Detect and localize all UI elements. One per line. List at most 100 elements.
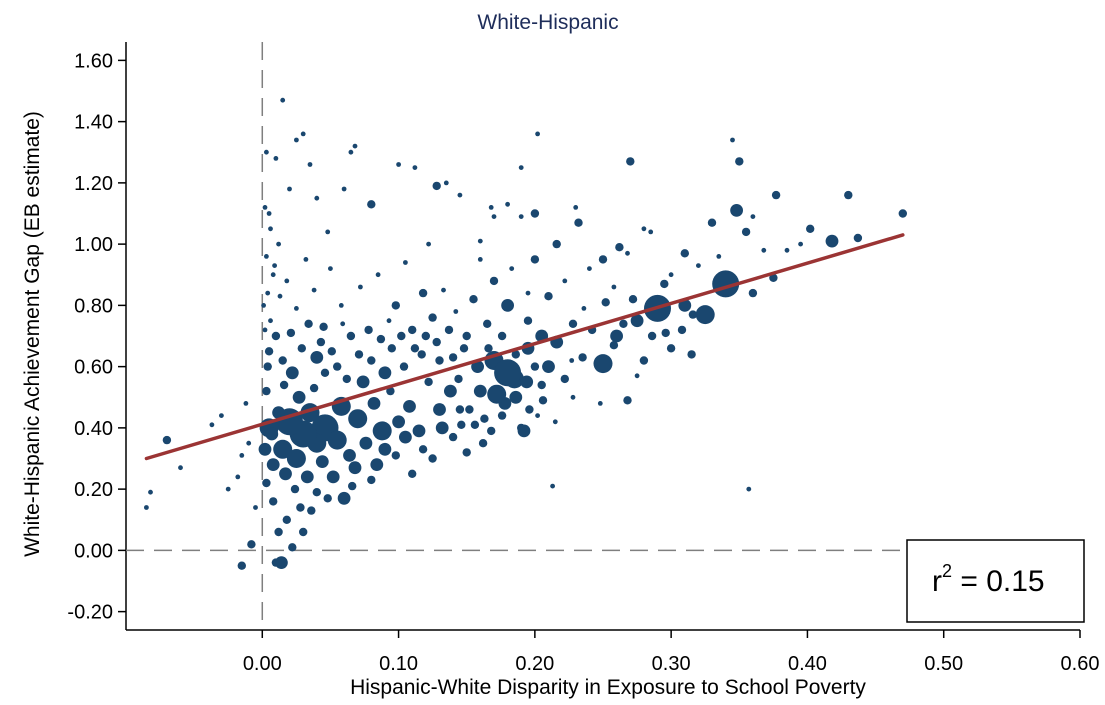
scatter-point [246, 440, 252, 446]
scatter-point [465, 405, 474, 414]
scatter-point [403, 260, 408, 265]
r-squared-label: r2 = 0.15 [932, 561, 1045, 598]
scatter-point [530, 362, 540, 371]
scatter-point [418, 288, 428, 298]
scatter-point [303, 257, 309, 262]
scatter-point [518, 165, 524, 171]
scatter-point [678, 299, 692, 312]
scatter-point [428, 313, 437, 322]
reference-lines [126, 42, 905, 630]
x-tick-label: 0.60 [1061, 653, 1100, 675]
scatter-point [542, 360, 555, 373]
scatter-point [457, 192, 463, 198]
scatter-point [263, 362, 272, 371]
r-squared-value: = 0.15 [952, 565, 1045, 598]
scatter-point [443, 180, 449, 186]
scatter-point [517, 424, 531, 438]
scatter-point [247, 540, 256, 549]
scatter-point [307, 506, 316, 515]
scatter-point [477, 238, 483, 244]
scatter-point [320, 368, 330, 377]
scatter-point [328, 266, 333, 271]
scatter-point [219, 413, 224, 418]
scatter-point [148, 489, 153, 495]
fit-line-group [144, 233, 905, 461]
r-squared-exponent: 2 [942, 561, 952, 581]
scatter-point [435, 421, 449, 435]
scatter-point [325, 229, 331, 235]
scatter-point [279, 467, 292, 481]
chart-title: White-Hispanic [477, 11, 618, 34]
scatter-point [552, 239, 561, 249]
x-tick-label: 0.00 [243, 653, 282, 675]
scatter-point [268, 226, 273, 232]
scatter-point [497, 331, 507, 341]
scatter-point [265, 290, 271, 296]
scatter-point [266, 458, 280, 471]
scatter-point [258, 442, 272, 456]
scatter-point [412, 165, 418, 171]
scatter-point [471, 360, 484, 373]
scatter-point [319, 322, 328, 331]
scatter-point [300, 470, 314, 484]
scatter-point [290, 484, 300, 494]
scatter-point [277, 293, 283, 299]
scatter-point [661, 328, 670, 338]
scatter-point [798, 241, 803, 247]
scatter-point [505, 201, 510, 207]
scatter-point [455, 405, 465, 414]
scatter-point [341, 186, 347, 192]
scatter-point [544, 292, 553, 301]
scatter-point [261, 303, 266, 308]
scatter-point [497, 411, 507, 420]
scatter-point [378, 442, 392, 456]
scatter-point [286, 449, 306, 468]
scatter-point [272, 263, 277, 268]
x-tick-label: 0.30 [652, 653, 691, 675]
scatter-point [386, 318, 392, 324]
scatter-point [581, 306, 587, 311]
scatter-point [262, 478, 271, 488]
scatter-point [538, 396, 548, 405]
scatter-point [144, 505, 149, 510]
scatter-point [735, 157, 744, 166]
scatter-point [309, 383, 319, 393]
scatter-point [340, 321, 346, 327]
scatter-point [391, 451, 400, 460]
scatter-point [478, 439, 488, 448]
scatter-point [457, 420, 466, 429]
scatter-point [279, 380, 289, 390]
scatter-point [403, 400, 416, 413]
scatter-point [323, 494, 332, 503]
scatter-point [806, 224, 815, 233]
scatter-point [178, 465, 183, 471]
x-tick-label: 0.10 [379, 653, 418, 675]
scatter-point [275, 556, 288, 569]
scatter-point [469, 295, 478, 304]
scatter-point [417, 350, 426, 359]
scatter-point [307, 162, 313, 167]
scatter-point [276, 241, 281, 247]
scatter-point [668, 272, 674, 278]
scatter-point [338, 303, 344, 308]
scatter-point [348, 409, 368, 429]
y-tick-label: 0.60 [74, 357, 113, 379]
scatter-point [432, 181, 441, 191]
scatter-point [162, 435, 172, 445]
scatter-point [428, 454, 437, 463]
scatter-point [346, 331, 356, 341]
scatter-point [354, 350, 364, 359]
scatter-point [288, 543, 297, 552]
scatter-point [626, 157, 635, 166]
scatter-point [271, 331, 281, 341]
scatter-point [304, 319, 313, 328]
scatter-point [300, 131, 306, 137]
scatter-point [237, 561, 246, 570]
scatter-point [314, 195, 320, 201]
fit-line [144, 233, 905, 461]
scatter-point [552, 419, 558, 425]
scatter-point [574, 218, 583, 227]
scatter-point [448, 432, 458, 442]
scatter-point [348, 149, 354, 155]
